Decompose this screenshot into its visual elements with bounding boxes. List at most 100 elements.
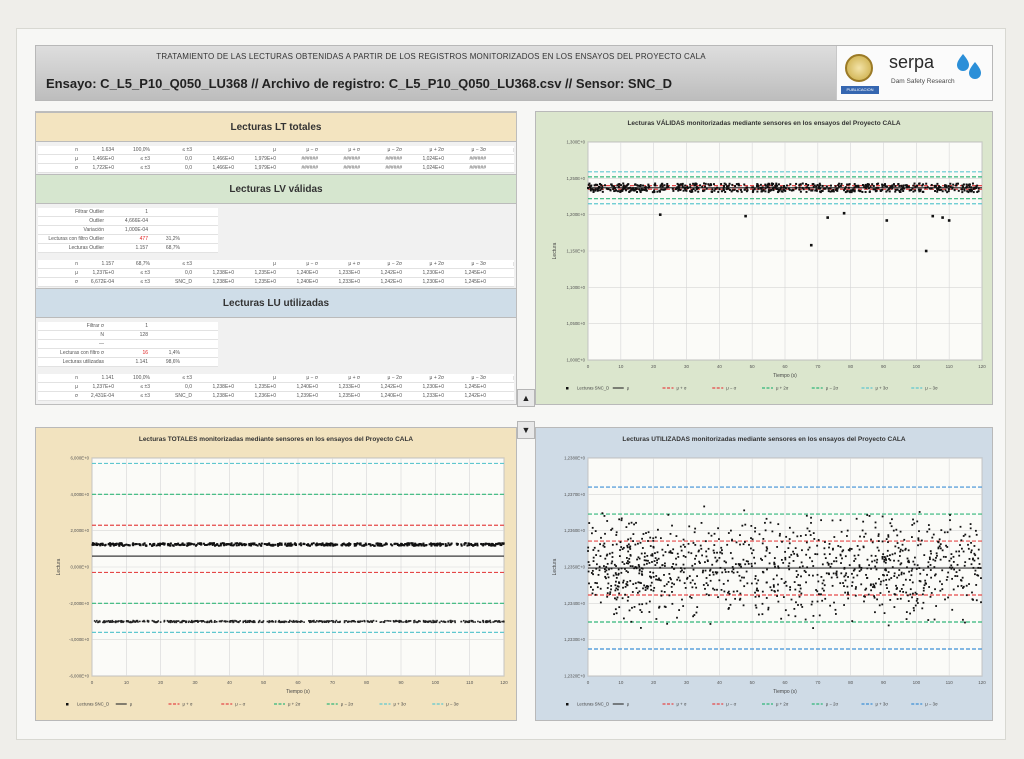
scroll-down-button[interactable]: ▼ [517,421,535,439]
data-point [291,621,294,623]
table-cell: μ − 3σ [471,147,486,153]
data-point [627,596,630,598]
data-point [176,620,179,622]
table-cell: ≤ ±3 [140,384,150,390]
data-point [366,620,369,622]
data-point [161,542,164,545]
data-point [776,589,779,592]
data-point [620,517,623,520]
data-point [444,621,447,623]
data-point [320,543,323,546]
data-point [139,544,142,547]
table-cell: 1,235E+0 [254,384,276,390]
data-point [694,184,697,187]
data-point [323,543,326,546]
table-row: σ 6,672E-04 ≤ ±3 SNC_D 1,238E+0 1,235E+0 1,240… [38,278,514,287]
data-point [957,585,959,588]
data-point [793,581,796,583]
data-point [723,590,726,593]
data-point [621,189,624,192]
data-point [789,183,792,186]
data-point [356,542,359,545]
data-point [674,188,677,191]
data-point [727,570,730,573]
data-point [117,543,120,546]
data-point [665,186,668,189]
data-point [864,588,867,591]
data-point [385,542,388,545]
data-point [117,620,120,622]
data-point [766,568,768,571]
data-point [833,560,835,563]
data-point [723,560,726,563]
table-cell: ###### [343,165,360,171]
data-point [951,187,954,190]
table-cell: 1,233E+0 [338,384,360,390]
y-tick-label: 1,2380E+0 [564,456,586,461]
data-point [685,189,688,192]
data-point [849,547,851,550]
data-point [691,579,694,582]
data-point [949,185,952,188]
data-point [707,584,709,587]
data-point [613,613,615,616]
data-point [498,620,501,622]
data-point [611,543,614,546]
data-point [142,543,145,546]
data-point [601,512,604,515]
data-point [312,542,315,545]
data-point [143,542,146,545]
data-point [109,543,112,546]
data-point [886,574,889,577]
data-point [926,573,928,576]
data-point [637,581,640,584]
data-point [754,530,756,533]
data-point [668,573,671,575]
table-cell: 1,979E+0 [254,165,276,171]
scroll-up-button[interactable]: ▲ [517,389,535,407]
data-point [906,566,908,569]
data-point [762,189,765,192]
table-cell: ###### [469,165,486,171]
data-point [215,620,218,623]
data-point [601,190,604,193]
data-point [734,563,737,566]
data-point [125,620,128,623]
data-point [924,579,927,582]
data-point [661,183,664,186]
data-point [848,183,851,186]
data-point [782,561,785,564]
data-point [864,191,867,194]
data-point [695,611,698,614]
data-point [816,590,819,593]
data-point [663,188,666,191]
data-point [276,543,279,546]
data-point [682,543,685,546]
data-point [618,592,621,595]
x-tick-label: 70 [330,680,336,685]
data-point [109,544,112,547]
data-point [163,620,166,623]
data-point [349,620,351,623]
data-point [626,580,629,583]
data-point [930,183,933,186]
legend-entry: μ − 3σ [446,702,459,707]
data-point [891,187,894,190]
data-point [819,184,822,187]
data-point [833,601,835,604]
data-point [499,543,502,546]
data-point [408,543,411,546]
data-point [694,182,697,185]
data-point [911,187,914,190]
table-cell: μ [75,384,78,390]
data-point [756,587,758,590]
data-point [780,186,783,189]
data-point [941,190,944,193]
data-point [829,565,832,568]
data-point [792,560,795,562]
data-point [772,186,775,189]
data-point [904,548,907,551]
data-point [884,557,887,560]
data-point [835,574,838,576]
data-point [894,190,897,193]
